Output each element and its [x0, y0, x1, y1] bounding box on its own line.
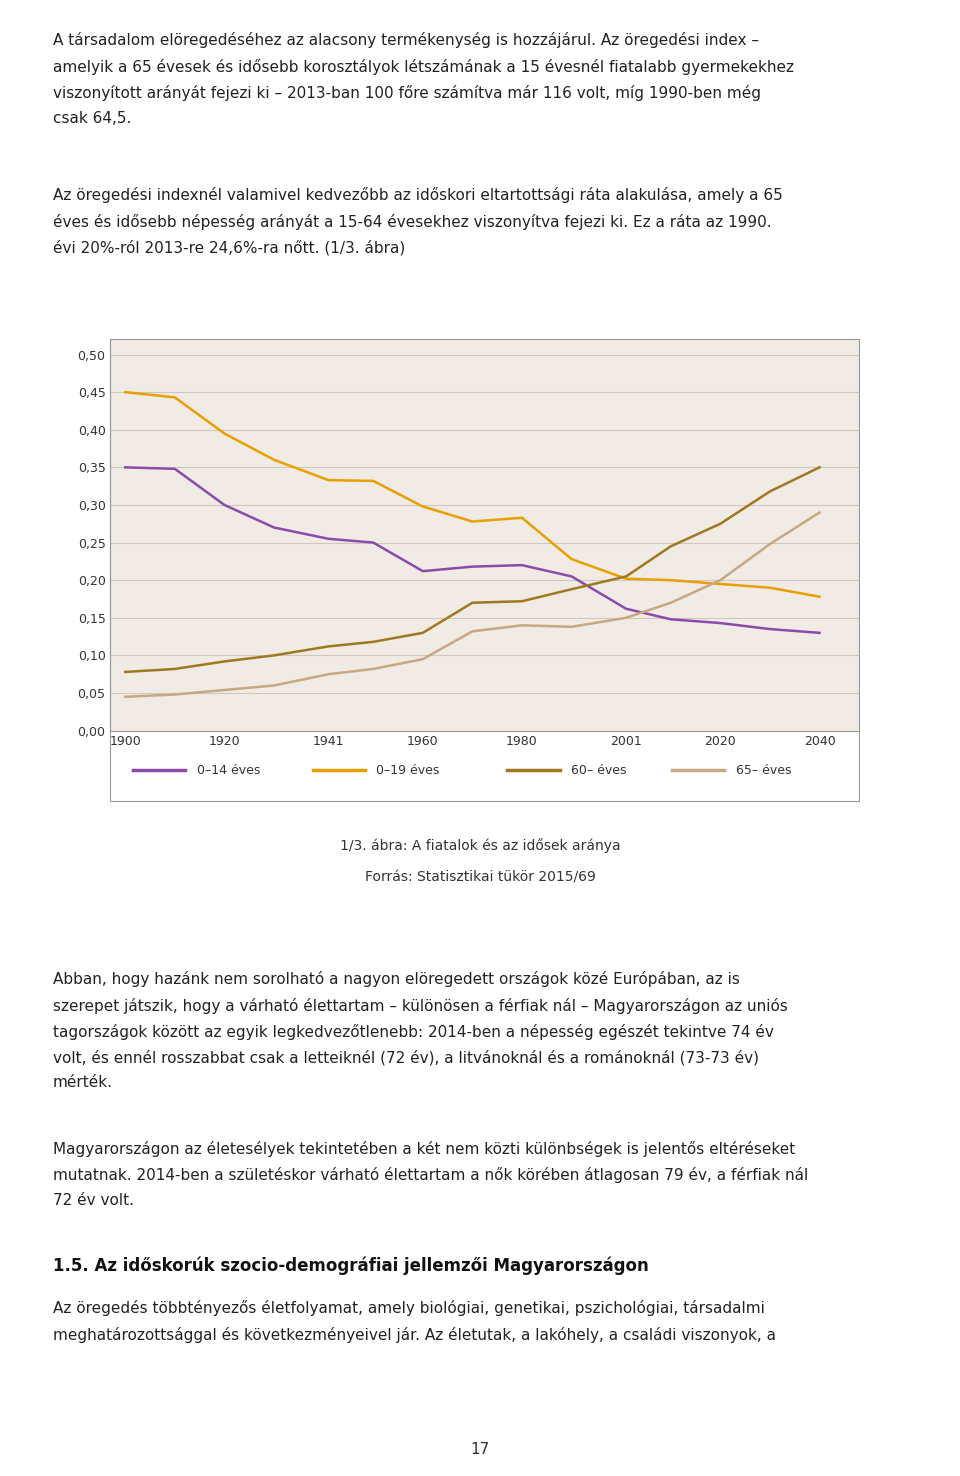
Text: A társadalom elöregedéséhez az alacsony termékenység is hozzájárul. Az öregedési: A társadalom elöregedéséhez az alacsony … [53, 32, 794, 125]
Text: Az öregedés többtényezős életfolyamat, amely biológiai, genetikai, pszichológiai: Az öregedés többtényezős életfolyamat, a… [53, 1300, 776, 1343]
Text: 60– éves: 60– éves [571, 765, 627, 776]
Text: 0–14 éves: 0–14 éves [197, 765, 260, 776]
Text: 1.5. Az időskorúk szocio-demográfiai jellemzői Magyarországon: 1.5. Az időskorúk szocio-demográfiai jel… [53, 1256, 649, 1275]
Text: 65– éves: 65– éves [735, 765, 791, 776]
Text: 1/3. ábra: A fiatalok és az idősek aránya: 1/3. ábra: A fiatalok és az idősek arány… [340, 838, 620, 853]
Text: Abban, hogy hazánk nem sorolható a nagyon elöregedett országok közé Európában, a: Abban, hogy hazánk nem sorolható a nagyo… [53, 971, 787, 1091]
Text: 17: 17 [470, 1442, 490, 1457]
Text: Az öregedési indexnél valamivel kedvezőbb az időskori eltartottsági ráta alakulá: Az öregedési indexnél valamivel kedvezőb… [53, 187, 782, 255]
Text: 0–19 éves: 0–19 éves [376, 765, 440, 776]
Text: Forrás: Statisztikai tükör 2015/69: Forrás: Statisztikai tükör 2015/69 [365, 871, 595, 884]
Text: Magyarországon az életesélyek tekintetében a két nem közti különbségek is jelent: Magyarországon az életesélyek tekintetéb… [53, 1141, 808, 1207]
